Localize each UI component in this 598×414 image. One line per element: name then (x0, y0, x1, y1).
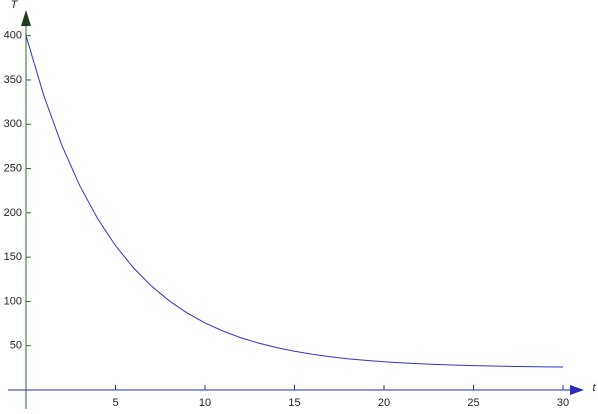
y-tick-label: 300 (4, 118, 22, 130)
x-tick-label: 10 (199, 397, 211, 409)
x-tick-label: 25 (467, 397, 479, 409)
y-tick-label: 200 (4, 207, 22, 219)
x-tick-label: 30 (557, 397, 569, 409)
y-axis-arrow (21, 10, 31, 26)
y-tick-label: 100 (4, 295, 22, 307)
x-tick-label: 20 (378, 397, 390, 409)
y-tick-label: 350 (4, 74, 22, 86)
x-axis-arrow (570, 385, 584, 395)
y-axis-label: T (11, 0, 19, 11)
y-tick-label: 250 (4, 162, 22, 174)
y-tick-label: 400 (4, 30, 22, 42)
y-tick-label: 150 (4, 251, 22, 263)
x-tick-label: 5 (112, 397, 118, 409)
x-axis-label: t (592, 382, 596, 394)
y-tick-label: 50 (10, 340, 22, 352)
x-tick-label: 15 (288, 397, 300, 409)
line (25, 35, 564, 368)
